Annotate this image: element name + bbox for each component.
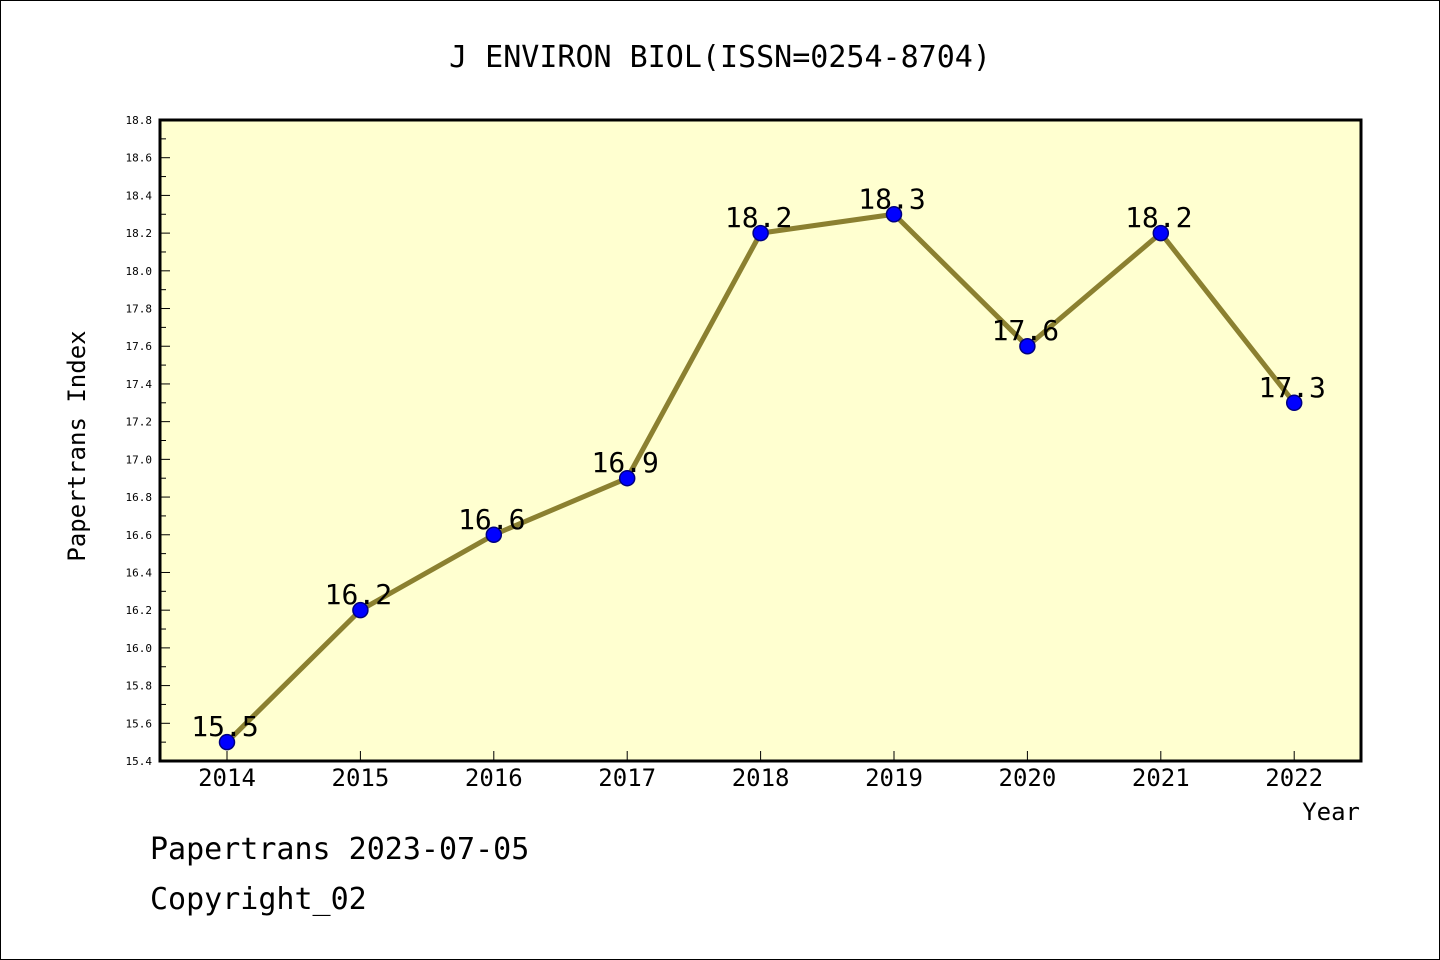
y-tick-label: 18.8 (126, 114, 153, 127)
data-label: 17.3 (1258, 371, 1325, 404)
x-tick-label: 2021 (1132, 764, 1190, 792)
y-tick-label: 16.2 (126, 604, 153, 617)
x-axis-label: Year (1302, 798, 1360, 826)
y-tick-label: 15.8 (126, 680, 153, 693)
y-tick-label: 16.8 (126, 491, 153, 504)
data-point (218, 733, 236, 751)
y-tick-label: 17.0 (126, 453, 153, 466)
data-point (752, 224, 769, 242)
x-tick-label: 2017 (598, 764, 656, 792)
data-label: 16.6 (458, 503, 525, 536)
y-tick-label: 16.6 (126, 529, 153, 542)
x-tick-label: 2016 (465, 764, 523, 792)
data-point (618, 469, 636, 487)
y-tick-label: 17.6 (126, 340, 153, 353)
chart-title: J ENVIRON BIOL(ISSN=0254-8704) (449, 40, 991, 75)
data-point (885, 206, 903, 223)
data-point (1152, 224, 1170, 242)
y-tick-label: 18.6 (126, 152, 153, 165)
x-tick-label: 2022 (1265, 764, 1323, 792)
y-tick-label: 15.6 (126, 717, 153, 730)
y-tick-label: 17.8 (126, 303, 153, 316)
y-tick-label: 18.0 (126, 265, 153, 278)
data-label: 17.6 (992, 314, 1059, 347)
data-label: 18.2 (1125, 201, 1192, 234)
x-tick-label: 2020 (999, 764, 1057, 792)
data-label: 16.9 (591, 446, 658, 479)
data-label: 15.5 (191, 710, 258, 743)
data-labels: 15.5 16.2 16.6 16.9 18.2 18.3 17.6 18.2 17.3 (191, 182, 1326, 743)
y-axis: 15.4 15.6 15.8 16.0 16.2 16.4 16.6 16.8 17.0 17.2… (126, 114, 170, 768)
x-tick-label: 2014 (198, 764, 256, 792)
x-tick-label: 2018 (732, 764, 790, 792)
y-tick-label: 17.4 (126, 378, 153, 391)
data-point (1019, 337, 1036, 355)
y-tick-label: 18.4 (126, 189, 153, 202)
x-tick-label: 2019 (865, 764, 923, 792)
x-tick-label: 2015 (332, 764, 390, 792)
data-point (1285, 394, 1303, 412)
footer-date-text: Papertrans 2023-07-05 (150, 832, 530, 867)
data-point (485, 526, 503, 544)
y-tick-label: 17.2 (126, 416, 153, 429)
y-tick-label: 16.0 (126, 642, 153, 655)
data-label: 18.3 (858, 182, 925, 215)
data-label: 18.2 (725, 201, 792, 234)
data-point (352, 601, 369, 619)
footer-copyright-text: Copyright_02 (150, 882, 367, 917)
data-markers (218, 206, 1303, 751)
x-axis: 2014 2015 2016 2017 2018 2019 2020 2021 2022 (198, 751, 1323, 792)
y-axis-label: Papertrans Index (63, 330, 91, 561)
y-tick-label: 16.4 (126, 566, 153, 579)
data-label: 16.2 (325, 578, 392, 611)
y-tick-label: 15.4 (126, 755, 153, 768)
y-tick-label: 18.2 (126, 227, 153, 240)
